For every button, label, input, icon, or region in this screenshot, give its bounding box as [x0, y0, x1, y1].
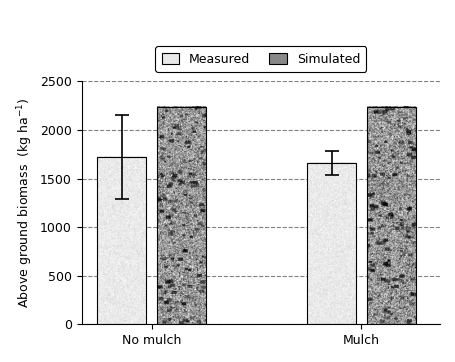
Legend: Measured, Simulated: Measured, Simulated [156, 46, 366, 72]
Y-axis label: Above ground biomass  (kg ha$^{-1}$): Above ground biomass (kg ha$^{-1}$) [15, 98, 35, 308]
Bar [367, 107, 415, 324]
Bar [97, 157, 147, 324]
Bar [157, 107, 206, 324]
Bar [307, 163, 356, 324]
